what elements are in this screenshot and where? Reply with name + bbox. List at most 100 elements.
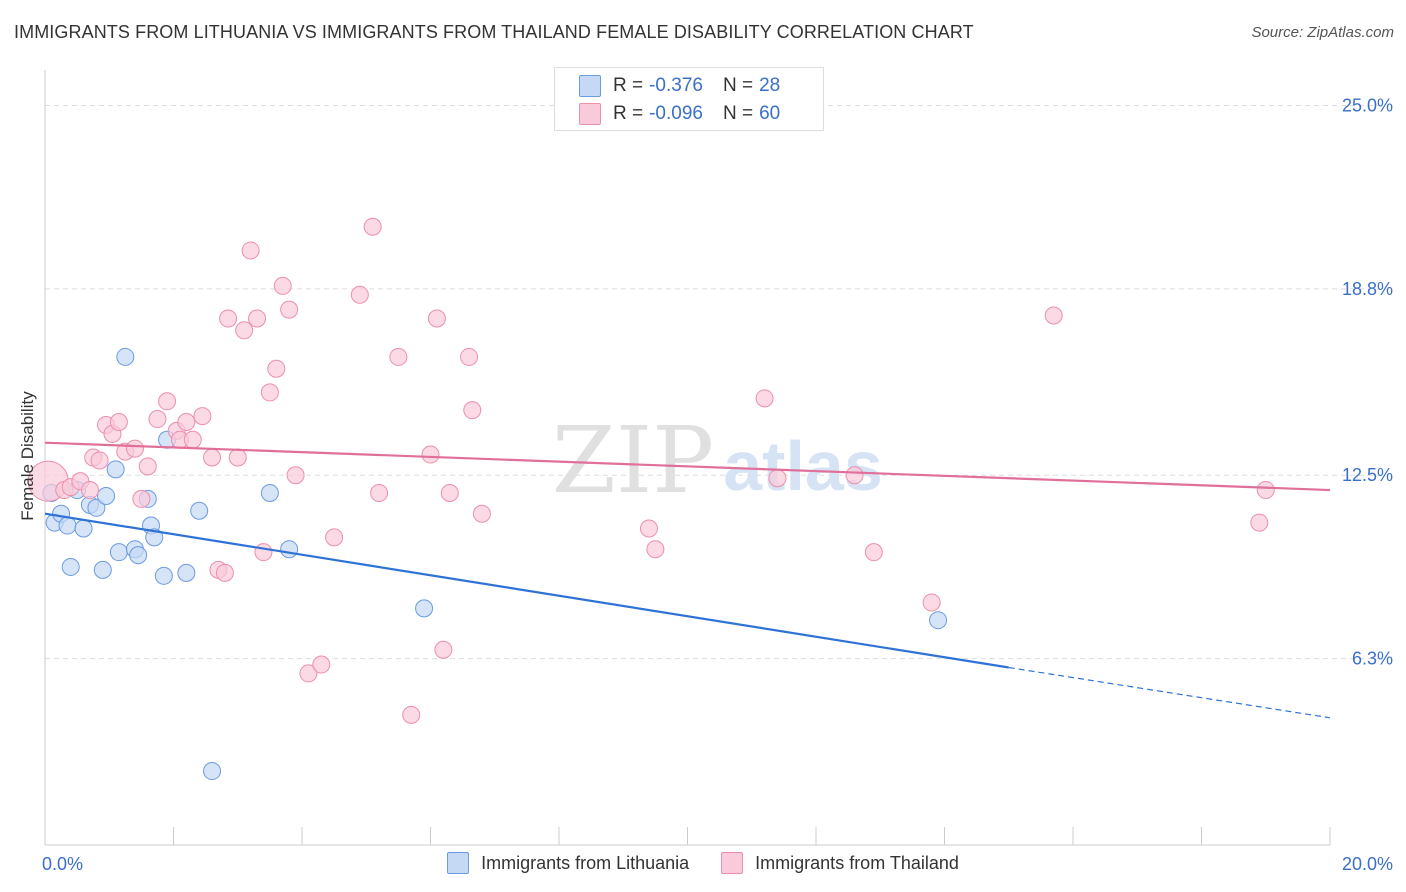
- lithuania-point: [415, 599, 434, 618]
- thailand-point: [280, 300, 299, 319]
- thailand-point: [755, 389, 774, 408]
- thailand-point: [363, 217, 382, 236]
- lithuania-trend-extension: [1008, 666, 1331, 719]
- thailand-point: [922, 593, 941, 612]
- thailand-point: [177, 413, 196, 432]
- thailand-point: [845, 466, 864, 485]
- thailand-point: [427, 309, 446, 328]
- lithuania-trend-line: [44, 512, 1009, 669]
- thailand-point: [203, 448, 222, 467]
- thailand-point: [90, 451, 109, 470]
- chart-title: IMMIGRANTS FROM LITHUANIA VS IMMIGRANTS …: [14, 22, 974, 42]
- thailand-point: [1256, 481, 1275, 500]
- legend-n-value: 28: [759, 75, 781, 96]
- thailand-point: [219, 309, 238, 328]
- thailand-point: [440, 483, 459, 502]
- x-tick-label: 0.0%: [42, 854, 83, 874]
- lithuania-point: [145, 528, 164, 547]
- thailand-point: [125, 439, 144, 458]
- thailand-point: [325, 528, 344, 547]
- thailand-point: [215, 563, 234, 582]
- thailand-point: [646, 540, 665, 559]
- thailand-point: [434, 640, 453, 659]
- lithuania-point: [280, 540, 299, 559]
- thailand-point: [460, 347, 479, 366]
- lithuania-point: [154, 566, 173, 585]
- stats-legend: R = -0.376 N = 28 R = -0.096 N = 60: [554, 67, 824, 131]
- lithuania-point: [190, 501, 209, 520]
- legend-label-thailand: Immigrants from Thailand: [755, 852, 959, 873]
- lithuania-point: [203, 762, 222, 781]
- thailand-point: [389, 347, 408, 366]
- x-tick-label: 20.0%: [1342, 854, 1393, 874]
- watermark-atlas: atlas: [723, 427, 883, 505]
- legend-r-value: -0.376: [649, 75, 703, 96]
- thailand-point: [299, 664, 318, 683]
- thailand-point: [312, 655, 331, 674]
- thailand-point: [132, 489, 151, 508]
- thailand-point: [267, 359, 286, 378]
- legend-swatch-lithuania: [579, 75, 601, 97]
- lithuania-point: [109, 543, 128, 562]
- thailand-point: [248, 309, 267, 328]
- watermark-zip: ZIP: [552, 407, 714, 514]
- thailand-point: [864, 543, 883, 562]
- y-tick-label: 12.5%: [1342, 465, 1393, 485]
- legend-n-value: 60: [759, 103, 781, 124]
- thailand-point: [138, 457, 157, 476]
- lithuania-point: [58, 516, 77, 535]
- lithuania-point: [260, 483, 279, 502]
- thailand-point: [80, 481, 99, 500]
- thailand-point: [273, 276, 292, 295]
- watermark: ZIP atlas: [552, 407, 883, 514]
- thailand-point: [228, 448, 247, 467]
- legend-n-label: N =: [722, 75, 754, 96]
- thailand-point: [370, 483, 389, 502]
- legend-item-lithuania[interactable]: Immigrants from Lithuania: [447, 852, 689, 874]
- series-legend: Immigrants from Lithuania Immigrants fro…: [0, 852, 1406, 874]
- legend-label-lithuania: Immigrants from Lithuania: [481, 852, 690, 873]
- legend-row-thailand: R = -0.096 N = 60: [579, 101, 780, 127]
- lithuania-point: [116, 347, 135, 366]
- legend-swatch-lithuania: [447, 852, 470, 874]
- legend-r-label: R =: [613, 103, 644, 124]
- lithuania-point: [97, 486, 116, 505]
- lithuania-point: [106, 460, 125, 479]
- thailand-point: [463, 401, 482, 420]
- axes-layer: [44, 70, 1331, 846]
- legend-r-value: -0.096: [649, 103, 703, 124]
- lithuania-point: [93, 560, 112, 579]
- thailand-point: [402, 705, 421, 724]
- thailand-trend-line: [44, 441, 1331, 492]
- lithuania-point: [87, 498, 106, 517]
- legend-swatch-thailand: [721, 852, 744, 874]
- lithuania-point: [74, 519, 93, 538]
- thailand-point: [768, 469, 787, 488]
- legend-n-label: N =: [722, 103, 754, 124]
- source-label: Source: ZipAtlas.com: [1251, 24, 1394, 41]
- thailand-point: [148, 410, 167, 429]
- trend-layer: [44, 441, 1331, 719]
- thailand-point: [158, 392, 177, 411]
- legend-row-lithuania: R = -0.376 N = 28: [579, 73, 780, 99]
- legend-r-label: R =: [613, 75, 644, 96]
- thailand-point: [639, 519, 658, 538]
- thailand-point: [109, 413, 128, 432]
- lithuania-point: [929, 611, 948, 630]
- thailand-point: [1044, 306, 1063, 325]
- thailand-point: [421, 445, 440, 464]
- lithuania-point: [177, 563, 196, 582]
- legend-swatch-thailand: [579, 103, 601, 125]
- thailand-point: [254, 543, 273, 562]
- thailand-point: [472, 504, 491, 523]
- legend-item-thailand[interactable]: Immigrants from Thailand: [721, 852, 959, 874]
- thailand-point: [286, 466, 305, 485]
- tick-labels: 6.3% 12.5% 18.8% 25.0% 0.0% 20.0%: [42, 95, 1393, 874]
- y-axis-label: Female Disability: [18, 391, 37, 521]
- thailand-point: [241, 241, 260, 260]
- thailand-point: [235, 321, 254, 340]
- thailand-point: [183, 430, 202, 449]
- y-tick-label: 6.3%: [1352, 649, 1393, 669]
- y-tick-label: 25.0%: [1342, 95, 1393, 115]
